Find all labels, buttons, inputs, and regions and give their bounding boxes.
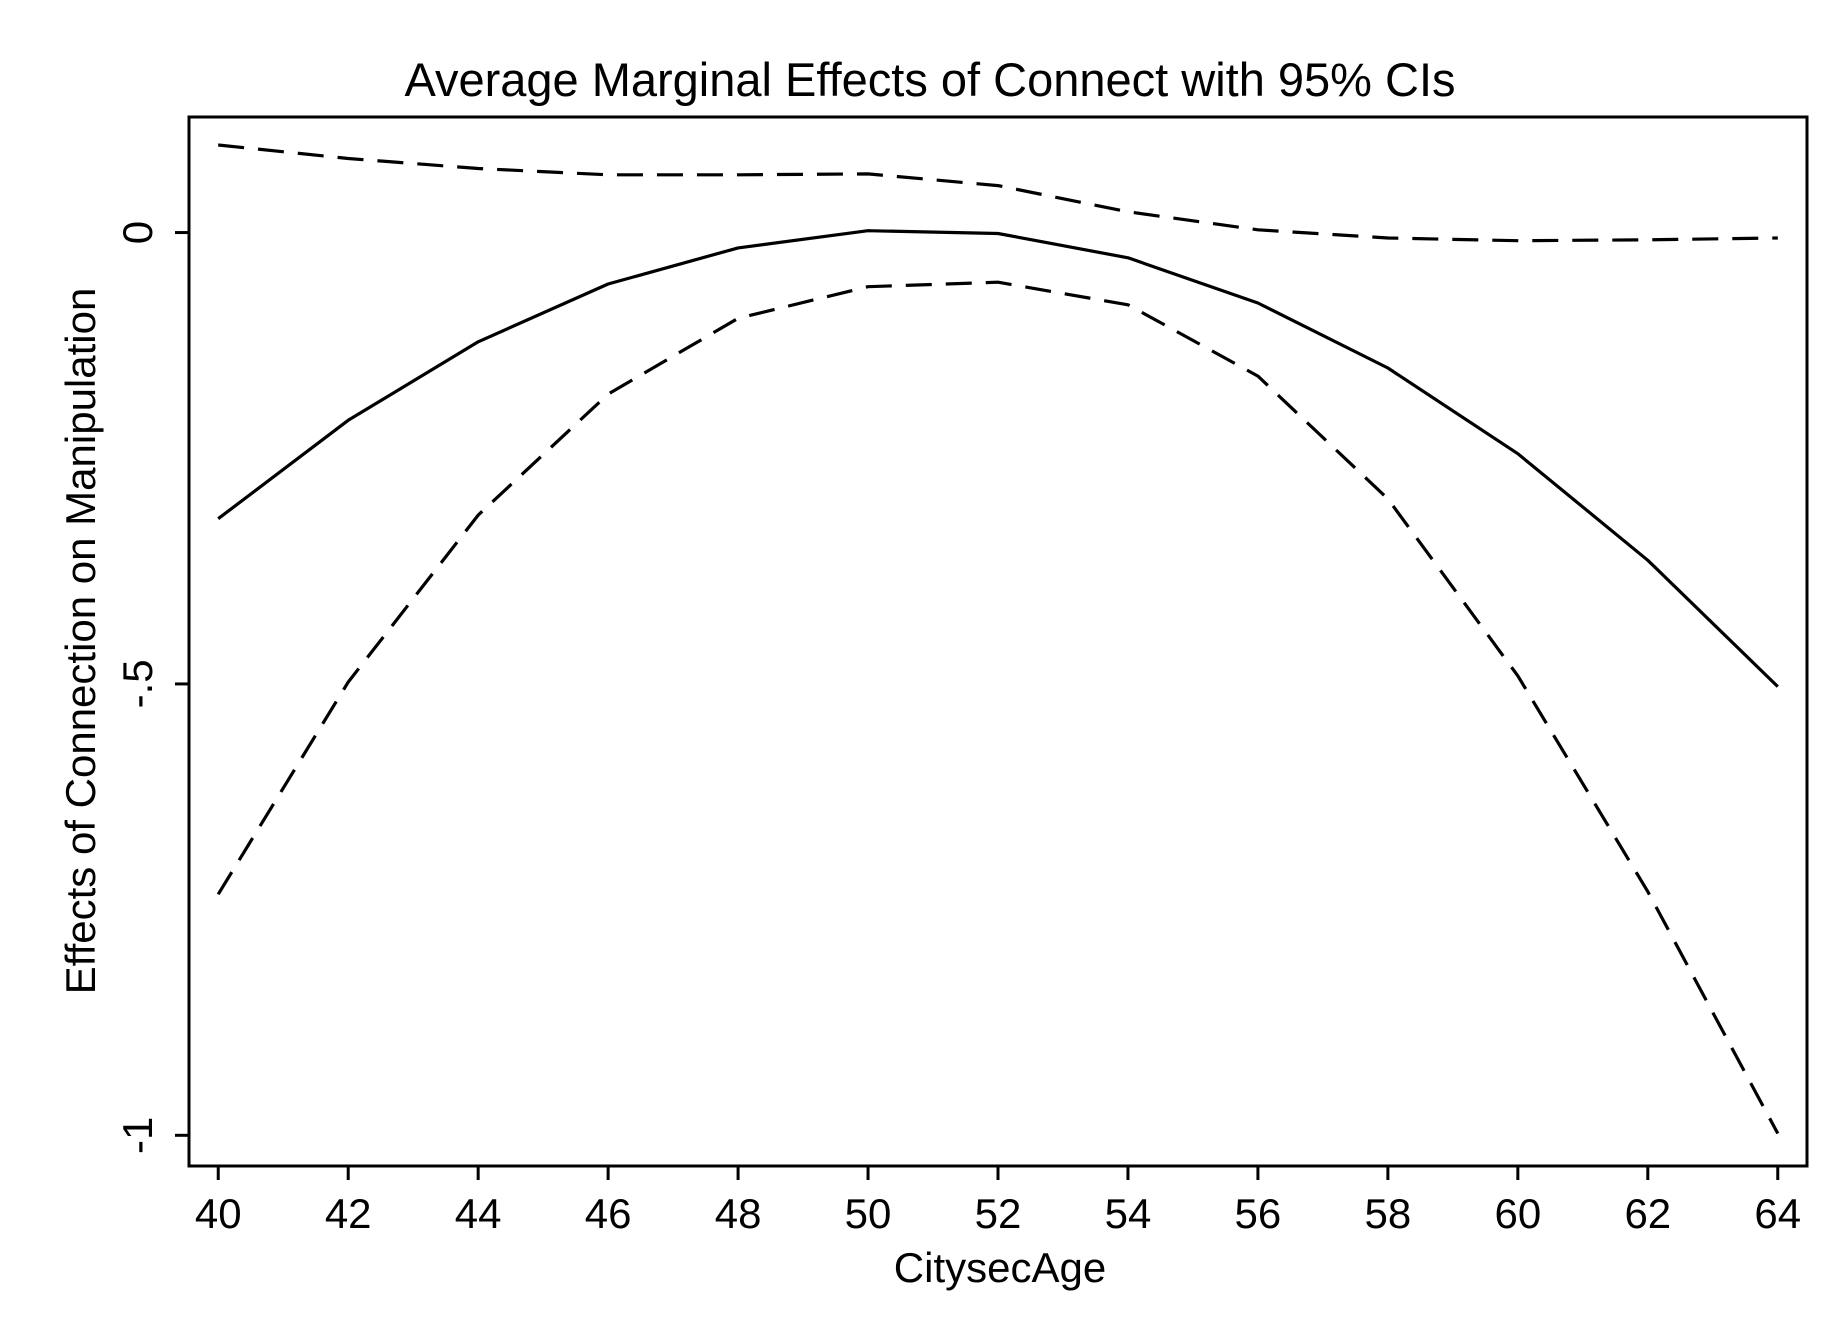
plot-frame	[187, 115, 1809, 1168]
y-tick-label: 0	[114, 221, 161, 244]
x-axis-label: CitysecAge	[894, 1244, 1106, 1291]
effect-line	[217, 229, 1779, 688]
x-tick-label: 42	[325, 1190, 372, 1237]
x-tick-label: 46	[585, 1190, 632, 1237]
x-axis: 40 42 44 46 48 50 52 54 56 58 60 62 64	[195, 1166, 1801, 1237]
series-layer	[216, 143, 1780, 1135]
chart-title: Average Marginal Effects of Connect with…	[404, 53, 1455, 106]
x-tick-label: 54	[1105, 1190, 1152, 1237]
x-tick-label: 44	[455, 1190, 502, 1237]
y-tick-label: -1	[114, 1117, 161, 1154]
x-tick-label: 60	[1494, 1190, 1541, 1237]
x-tick-label: 48	[715, 1190, 762, 1237]
y-tick-label: -.5	[114, 659, 161, 708]
x-tick-label: 62	[1624, 1190, 1671, 1237]
y-axis: 0 -.5 -1	[114, 221, 189, 1154]
x-tick-label: 56	[1235, 1190, 1282, 1237]
x-tick-label: 52	[975, 1190, 1022, 1237]
x-tick-label: 58	[1365, 1190, 1412, 1237]
x-tick-label: 64	[1754, 1190, 1801, 1237]
ci-line-1	[218, 143, 1778, 243]
ci-line-2	[216, 280, 1780, 1135]
x-tick-label: 40	[195, 1190, 242, 1237]
x-tick-label: 50	[845, 1190, 892, 1237]
y-axis-label: Effects of Connection on Manipulation	[57, 288, 104, 995]
